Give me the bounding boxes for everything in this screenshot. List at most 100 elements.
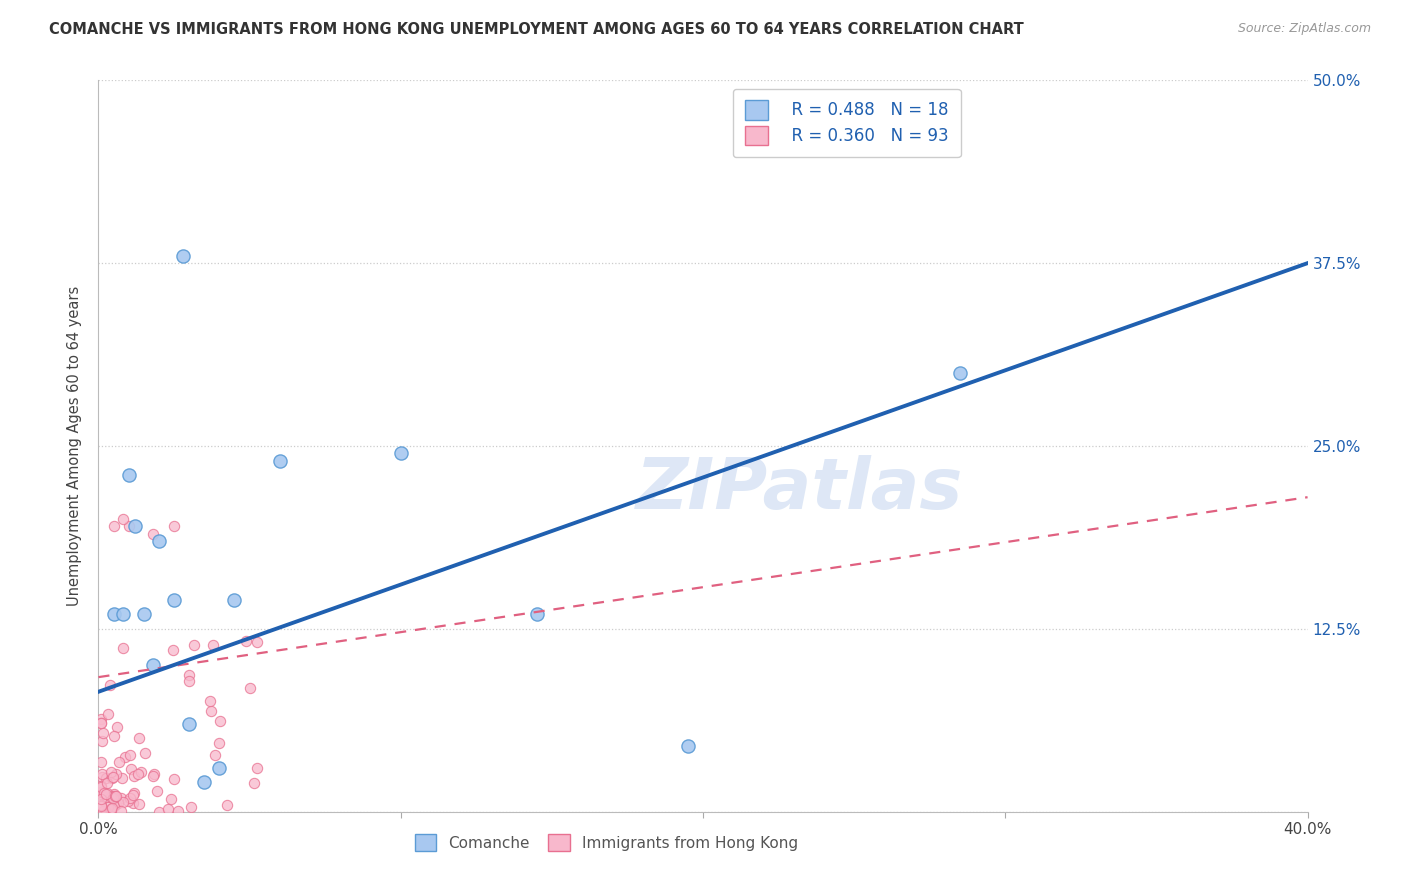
Point: [243, 776, 266, 790]
Point: [105, 767, 128, 781]
Point: [246, 761, 269, 775]
Point: [163, 519, 186, 533]
Point: [110, 791, 132, 805]
Point: [103, 729, 125, 743]
Point: [172, 249, 194, 263]
Point: [96, 776, 118, 790]
Point: [90, 715, 112, 730]
Point: [167, 805, 190, 819]
Point: [122, 797, 145, 811]
Point: [198, 694, 221, 708]
Point: [90, 787, 112, 801]
Point: [526, 607, 548, 622]
Point: [146, 784, 169, 798]
Y-axis label: Unemployment Among Ages 60 to 64 years: Unemployment Among Ages 60 to 64 years: [67, 285, 83, 607]
Point: [111, 512, 134, 526]
Point: [90, 755, 112, 769]
Point: [143, 767, 166, 781]
Point: [179, 717, 201, 731]
Point: [200, 704, 222, 718]
Point: [160, 792, 183, 806]
Point: [120, 748, 142, 763]
Point: [127, 767, 149, 781]
Point: [389, 446, 412, 460]
Point: [104, 789, 127, 804]
Point: [90, 779, 112, 793]
Point: [183, 638, 205, 652]
Point: [163, 772, 186, 786]
Point: [201, 638, 224, 652]
Point: [104, 789, 127, 804]
Point: [90, 785, 112, 799]
Point: [100, 789, 122, 804]
Point: [112, 640, 135, 655]
Point: [91, 770, 114, 784]
Point: [90, 791, 112, 805]
Point: [105, 797, 128, 811]
Point: [111, 607, 134, 622]
Point: [91, 805, 114, 819]
Point: [90, 797, 112, 812]
Point: [204, 748, 226, 763]
Text: COMANCHE VS IMMIGRANTS FROM HONG KONG UNEMPLOYMENT AMONG AGES 60 TO 64 YEARS COR: COMANCHE VS IMMIGRANTS FROM HONG KONG UN…: [49, 22, 1024, 37]
Point: [107, 796, 129, 810]
Point: [134, 746, 156, 760]
Point: [132, 607, 155, 622]
Text: Source: ZipAtlas.com: Source: ZipAtlas.com: [1237, 22, 1371, 36]
Point: [163, 592, 186, 607]
Point: [96, 789, 118, 804]
Point: [118, 468, 141, 483]
Point: [96, 771, 118, 785]
Point: [120, 762, 142, 776]
Point: [179, 674, 201, 689]
Point: [90, 780, 112, 794]
Point: [97, 800, 120, 814]
Point: [108, 755, 131, 769]
Text: ZIPatlas: ZIPatlas: [636, 456, 963, 524]
Point: [100, 802, 122, 816]
Point: [217, 797, 239, 812]
Point: [208, 736, 231, 750]
Point: [128, 731, 150, 746]
Point: [177, 668, 200, 682]
Point: [208, 714, 231, 728]
Point: [128, 797, 150, 811]
Point: [124, 519, 146, 533]
Point: [118, 519, 141, 533]
Point: [91, 725, 114, 739]
Point: [120, 790, 142, 805]
Point: [224, 592, 246, 607]
Point: [269, 453, 291, 467]
Point: [193, 775, 215, 789]
Point: [105, 721, 128, 735]
Point: [142, 526, 165, 541]
Point: [676, 739, 699, 753]
Point: [949, 366, 972, 380]
Point: [148, 534, 170, 549]
Point: [117, 794, 139, 808]
Point: [103, 770, 125, 784]
Point: [208, 761, 231, 775]
Point: [142, 658, 165, 673]
Point: [96, 786, 118, 800]
Point: [148, 805, 170, 819]
Point: [101, 789, 124, 803]
Point: [111, 795, 134, 809]
Point: [90, 798, 112, 813]
Point: [100, 772, 122, 786]
Point: [235, 634, 257, 648]
Point: [90, 713, 112, 727]
Point: [93, 786, 115, 800]
Point: [238, 681, 260, 696]
Point: [96, 788, 118, 802]
Point: [90, 766, 112, 780]
Point: [98, 678, 121, 692]
Point: [103, 788, 125, 802]
Point: [122, 788, 145, 802]
Point: [100, 801, 122, 815]
Point: [100, 765, 122, 780]
Point: [122, 769, 145, 783]
Point: [103, 607, 125, 622]
Point: [114, 749, 136, 764]
Point: [91, 733, 114, 747]
